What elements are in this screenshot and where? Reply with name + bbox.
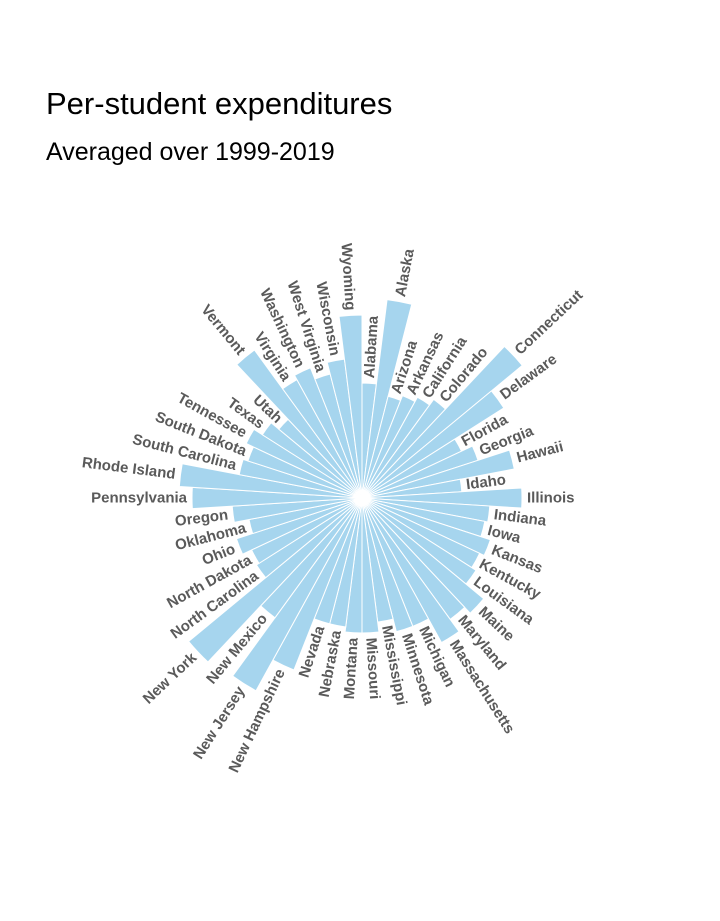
bar-illinois [361,487,523,509]
bar-ohio [235,497,363,555]
label-oregon: Oregon [174,506,229,530]
label-pennsylvania: Pennsylvania [91,490,188,507]
label-missouri: Missouri [362,637,383,700]
bar-washington [293,367,363,499]
bar-massachusetts [361,497,460,644]
bar-maine [361,497,485,614]
label-illinois: Illinois [527,490,575,507]
bar-hawaii [361,449,515,499]
label-new-york: New York [140,649,201,708]
chart-title: Per-student expenditures [46,86,393,121]
bar-north-carolina [255,497,363,579]
bar-vermont [236,349,363,499]
label-connecticut: Connecticut [511,287,586,359]
bar-kansas [361,497,492,557]
bar-minnesota [361,497,414,633]
bars-layer [178,299,523,692]
bar-wyoming [338,314,363,499]
bar-texas [261,422,363,499]
label-indiana: Indiana [493,506,548,530]
label-idaho: Idaho [465,471,507,493]
bar-new-jersey [231,497,363,692]
chart-subtitle: Averaged over 1999-2019 [46,138,335,166]
label-rhode-island: Rhode Island [81,454,177,483]
label-montana: Montana [341,637,362,700]
bar-tennessee [245,428,363,499]
label-alaska: Alaska [392,247,418,298]
label-wyoming: Wyoming [337,243,358,311]
bar-delaware [361,390,505,499]
bar-connecticut [361,345,523,499]
label-vermont: Vermont [197,301,248,358]
label-alabama: Alabama [361,315,382,379]
bar-new-york [187,497,363,663]
